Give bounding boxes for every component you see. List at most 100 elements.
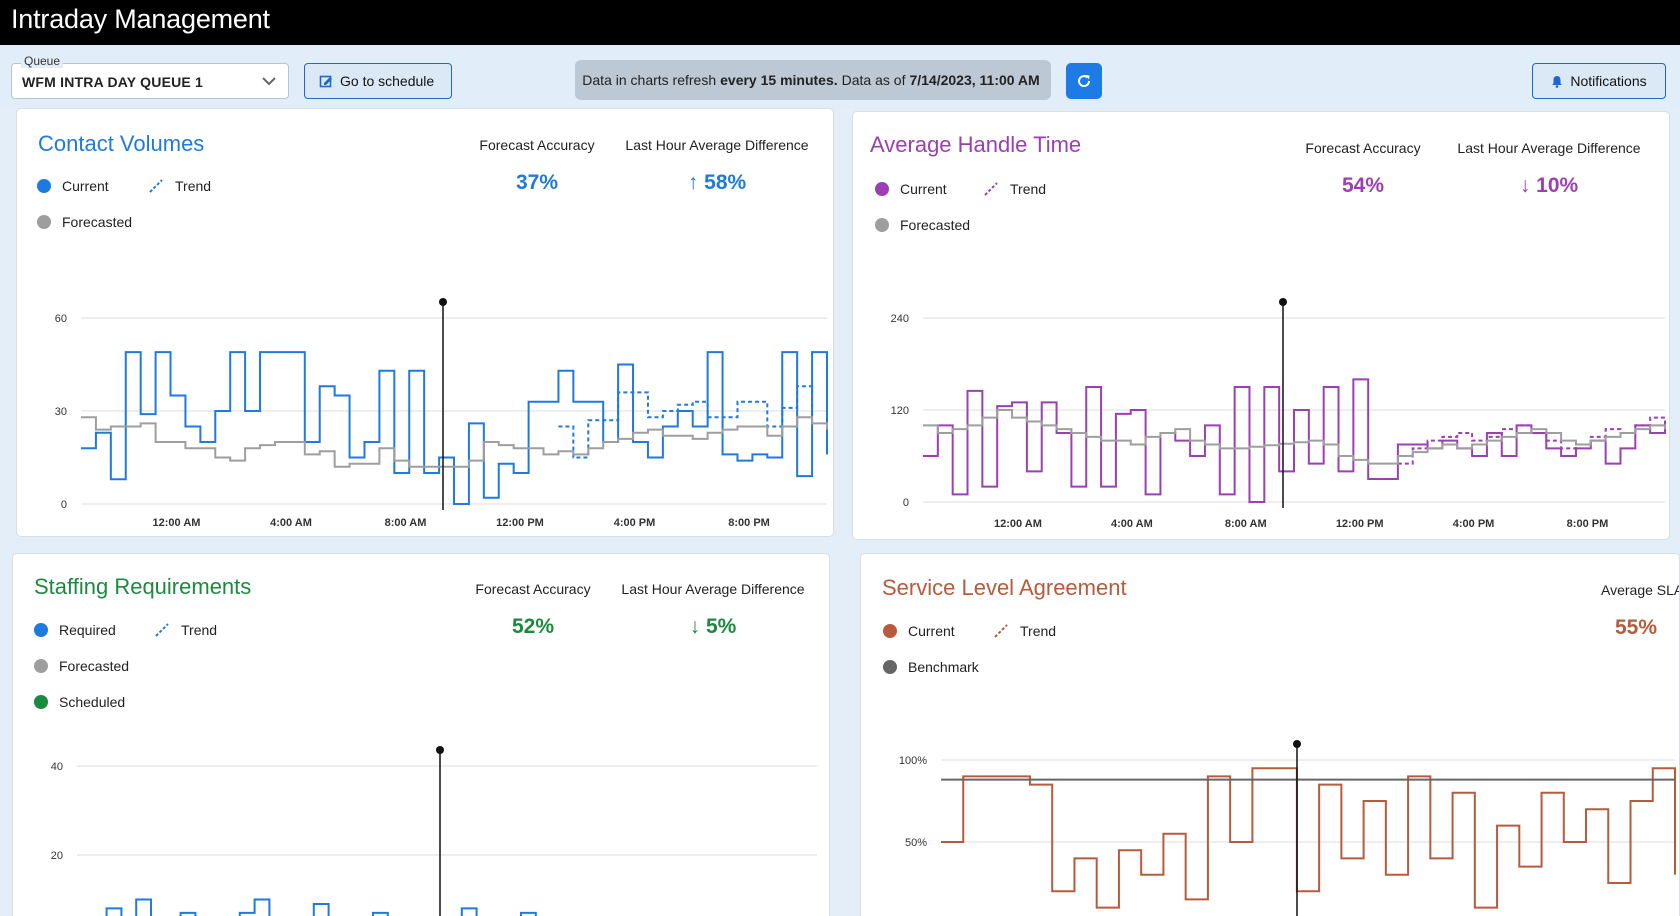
stat-label: Average SLA [1601, 582, 1680, 598]
go-to-schedule-button[interactable]: Go to schedule [304, 63, 452, 99]
toolbar: Queue WFM INTRA DAY QUEUE 1 Go to schedu… [0, 45, 1680, 108]
x-tick-label: 4:00 PM [1453, 518, 1495, 530]
contact-volumes-chart[interactable]: 0 30 60 12:00 AM 4:00 AM 8:00 AM 12:00 PM 4:00 … [17, 109, 834, 537]
legend-item[interactable]: Trend [154, 622, 217, 638]
refresh-button[interactable] [1066, 63, 1102, 99]
x-tick-label: 8:00 AM [1225, 518, 1267, 530]
trend-icon [149, 179, 163, 193]
queue-select[interactable]: Queue WFM INTRA DAY QUEUE 1 [11, 54, 289, 99]
x-tick-label: 12:00 PM [1336, 518, 1384, 530]
x-tick-label: 4:00 PM [614, 517, 656, 529]
legend-dot [875, 182, 889, 196]
legend-item[interactable]: Benchmark [883, 659, 979, 675]
chevron-down-icon [262, 77, 276, 86]
x-tick-label: 4:00 AM [270, 517, 312, 529]
legend-label: Trend [1010, 181, 1047, 197]
card-title: Contact Volumes [38, 131, 205, 156]
notifications-button[interactable]: Notifications [1532, 63, 1666, 99]
sla-chart[interactable]: 50% 100% [861, 554, 1680, 916]
stat-value: ↓ 10% [1519, 174, 1579, 197]
refresh-icon [1078, 75, 1091, 88]
stat-value: 54% [1341, 174, 1385, 197]
refresh-interval: every 15 minutes. [720, 72, 838, 88]
y-tick-label: 100% [899, 755, 927, 767]
x-tick-label: 4:00 AM [1111, 518, 1153, 530]
y-tick-label: 60 [55, 313, 67, 325]
series-current [923, 378, 1666, 503]
legend-dot [875, 218, 889, 232]
legend-dot [34, 659, 48, 673]
stat-value: 37% [515, 171, 559, 194]
legend-dot [34, 695, 48, 709]
edit-calendar-icon [319, 75, 332, 88]
page-title: Intraday Management [11, 4, 270, 34]
series-current [81, 351, 828, 505]
x-tick-label: 8:00 AM [385, 517, 427, 529]
x-tick-label: 8:00 PM [728, 517, 770, 529]
contact-volumes-card: Contact Volumes Forecast Accuracy 37% La… [16, 108, 834, 537]
legend-dot [883, 660, 897, 674]
legend-dot [883, 624, 897, 638]
series-current [941, 767, 1676, 909]
legend-item[interactable]: Trend [993, 623, 1056, 639]
current-time-marker-dot [436, 746, 444, 754]
legend-item[interactable]: Required [34, 622, 116, 638]
series-forecasted [81, 416, 828, 468]
legend-item[interactable]: Trend [983, 181, 1046, 197]
legend-item[interactable]: Forecasted [37, 214, 132, 230]
stat-label: Forecast Accuracy [1305, 140, 1421, 156]
y-tick-label: 0 [903, 497, 909, 509]
y-tick-label: 30 [55, 406, 67, 418]
legend-item[interactable]: Current [883, 623, 955, 639]
stat-value: 55% [1614, 616, 1658, 639]
aht-chart[interactable]: 0 120 240 12:00 AM 4:00 AM 8:00 AM 12:00 PM 4:0… [853, 112, 1670, 540]
legend-item[interactable]: Scheduled [34, 694, 125, 710]
legend-label: Forecasted [59, 658, 130, 674]
legend-label: Current [900, 181, 947, 197]
legend-label: Trend [175, 178, 212, 194]
x-tick-label: 8:00 PM [1567, 518, 1609, 530]
y-tick-label: 50% [905, 837, 927, 849]
trend-icon [155, 623, 169, 637]
legend-label: Current [908, 623, 955, 639]
notifications-label: Notifications [1570, 73, 1647, 89]
bell-icon [1552, 75, 1563, 88]
trend-icon [984, 182, 998, 196]
legend-item[interactable]: Trend [148, 178, 211, 194]
stat-value: ↑ 58% [687, 171, 747, 194]
legend-item[interactable]: Forecasted [875, 217, 970, 233]
series-forecasted [923, 409, 1666, 465]
legend-item[interactable]: Forecasted [34, 658, 129, 674]
x-tick-label: 12:00 AM [994, 518, 1042, 530]
legend-dot [37, 215, 51, 229]
card-title: Average Handle Time [870, 132, 1082, 157]
refresh-asof: Data as of [841, 72, 906, 88]
staffing-requirements-card: Staffing Requirements Forecast Accuracy … [12, 553, 830, 916]
queue-label: Queue [21, 54, 64, 68]
x-tick-label: 12:00 PM [496, 517, 544, 529]
legend-label: Required [59, 622, 116, 638]
legend-label: Trend [1020, 623, 1057, 639]
stat-value: 52% [511, 615, 555, 638]
average-handle-time-card: Average Handle Time Forecast Accuracy 54… [852, 111, 1670, 540]
service-level-agreement-card: Service Level Agreement Average SLA 55% … [860, 553, 1680, 916]
legend-label: Scheduled [59, 694, 126, 710]
stat-label: Forecast Accuracy [475, 581, 591, 597]
legend-label: Current [62, 178, 109, 194]
stat-label: Last Hour Average Difference [621, 581, 805, 597]
card-title: Staffing Requirements [34, 574, 252, 599]
stat-label: Forecast Accuracy [479, 137, 595, 153]
legend-item[interactable]: Current [37, 178, 109, 194]
go-to-schedule-label: Go to schedule [340, 73, 435, 89]
y-tick-label: 240 [891, 313, 909, 325]
current-time-marker-dot [1279, 298, 1287, 306]
stat-value: ↓ 5% [689, 615, 737, 638]
legend-item[interactable]: Current [875, 181, 947, 197]
legend-dot [34, 623, 48, 637]
y-tick-label: 120 [891, 405, 909, 417]
y-tick-label: 40 [51, 761, 63, 773]
current-time-marker-dot [439, 298, 447, 306]
legend-dot [37, 179, 51, 193]
series-required [105, 898, 537, 916]
